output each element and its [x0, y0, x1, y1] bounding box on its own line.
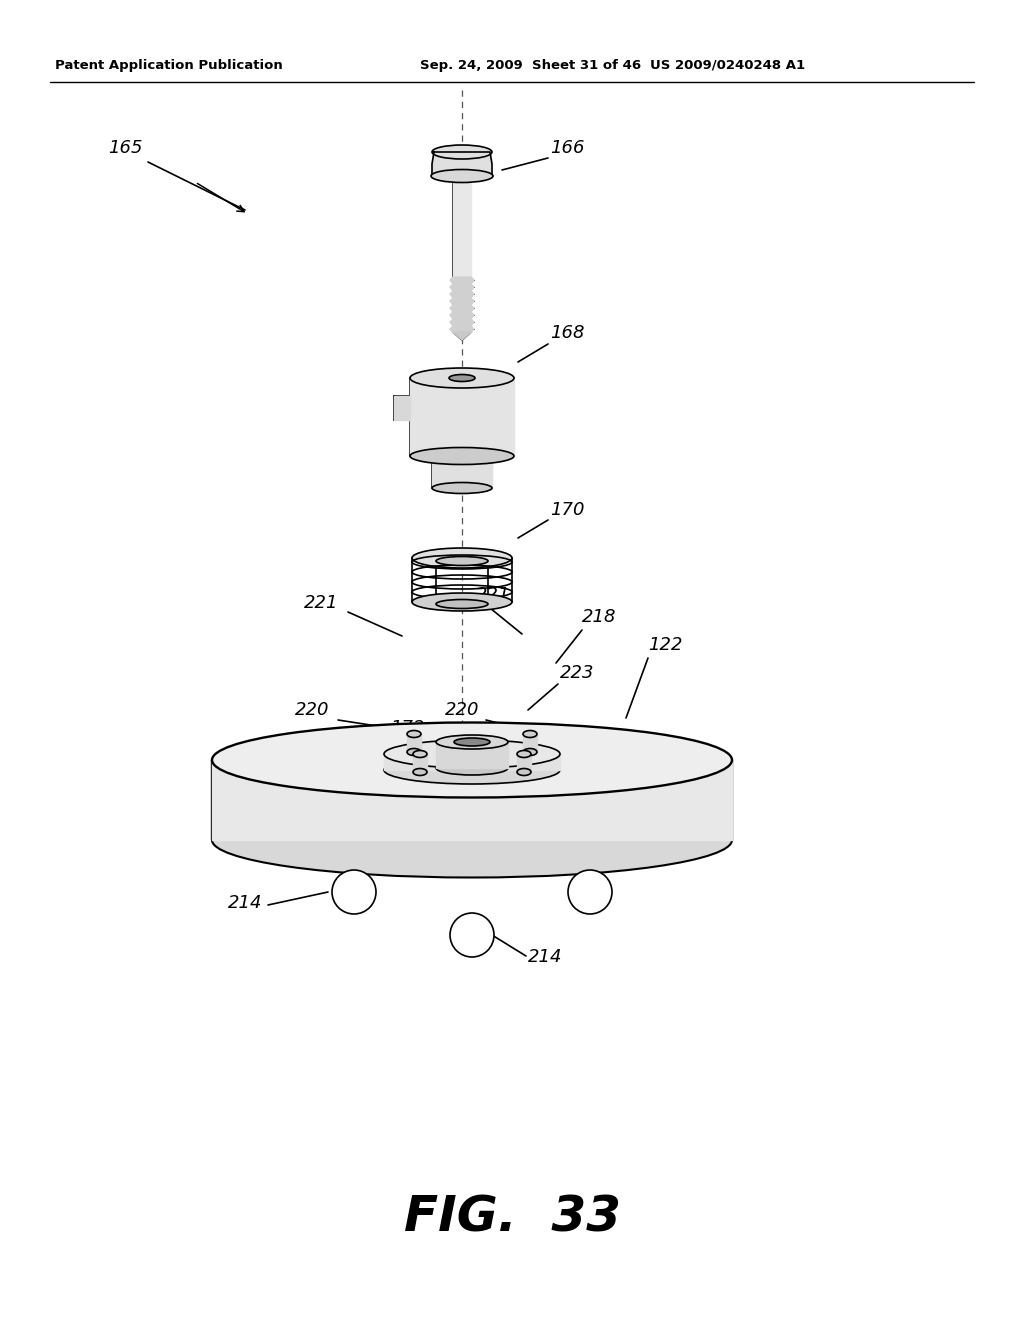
Polygon shape [432, 455, 492, 488]
Text: 172: 172 [390, 719, 425, 737]
Polygon shape [384, 754, 560, 770]
Ellipse shape [436, 762, 508, 775]
Ellipse shape [407, 730, 421, 738]
Ellipse shape [212, 722, 732, 797]
Polygon shape [453, 333, 471, 341]
Ellipse shape [523, 730, 537, 738]
Text: Patent Application Publication: Patent Application Publication [55, 58, 283, 71]
Polygon shape [212, 760, 732, 840]
Polygon shape [450, 290, 474, 298]
Ellipse shape [517, 751, 531, 758]
Polygon shape [450, 298, 474, 305]
Polygon shape [410, 378, 514, 455]
Polygon shape [450, 284, 474, 290]
Polygon shape [407, 734, 421, 752]
Text: 221: 221 [476, 586, 511, 605]
Ellipse shape [436, 557, 488, 565]
Polygon shape [432, 152, 492, 176]
Text: 170: 170 [550, 502, 585, 519]
Ellipse shape [412, 593, 512, 611]
Polygon shape [450, 312, 474, 319]
Text: FIG.  33: FIG. 33 [403, 1195, 621, 1242]
Ellipse shape [432, 145, 492, 158]
Circle shape [332, 870, 376, 913]
Polygon shape [450, 305, 474, 312]
Circle shape [450, 913, 494, 957]
Ellipse shape [413, 751, 427, 758]
Ellipse shape [431, 169, 493, 182]
Polygon shape [436, 742, 508, 768]
Ellipse shape [517, 768, 531, 776]
Ellipse shape [413, 768, 427, 776]
Text: 214: 214 [528, 948, 562, 966]
Text: US 2009/0240248 A1: US 2009/0240248 A1 [650, 58, 805, 71]
Ellipse shape [412, 548, 512, 568]
Polygon shape [413, 754, 427, 772]
Ellipse shape [410, 368, 514, 388]
Ellipse shape [410, 447, 514, 465]
Ellipse shape [407, 748, 421, 755]
Ellipse shape [449, 375, 475, 381]
Polygon shape [394, 396, 410, 420]
Text: 218: 218 [582, 609, 616, 626]
Text: 165: 165 [108, 139, 142, 157]
Text: 223: 223 [560, 664, 595, 682]
Ellipse shape [436, 599, 488, 609]
Polygon shape [450, 277, 474, 284]
Text: 122: 122 [648, 636, 683, 653]
Ellipse shape [384, 741, 560, 768]
Polygon shape [517, 754, 531, 772]
Ellipse shape [432, 483, 492, 494]
Text: 214: 214 [228, 894, 262, 912]
Text: 220: 220 [445, 701, 479, 719]
Ellipse shape [454, 738, 490, 746]
Ellipse shape [523, 748, 537, 755]
Ellipse shape [436, 735, 508, 748]
Text: Sep. 24, 2009  Sheet 31 of 46: Sep. 24, 2009 Sheet 31 of 46 [420, 58, 641, 71]
Circle shape [568, 870, 612, 913]
Ellipse shape [212, 803, 732, 878]
Text: 220: 220 [295, 701, 330, 719]
Polygon shape [453, 181, 471, 280]
Text: 221: 221 [304, 594, 339, 612]
Text: 168: 168 [550, 323, 585, 342]
Ellipse shape [384, 756, 560, 784]
Polygon shape [523, 734, 537, 752]
Text: 166: 166 [550, 139, 585, 157]
Polygon shape [450, 319, 474, 326]
Polygon shape [450, 326, 474, 333]
